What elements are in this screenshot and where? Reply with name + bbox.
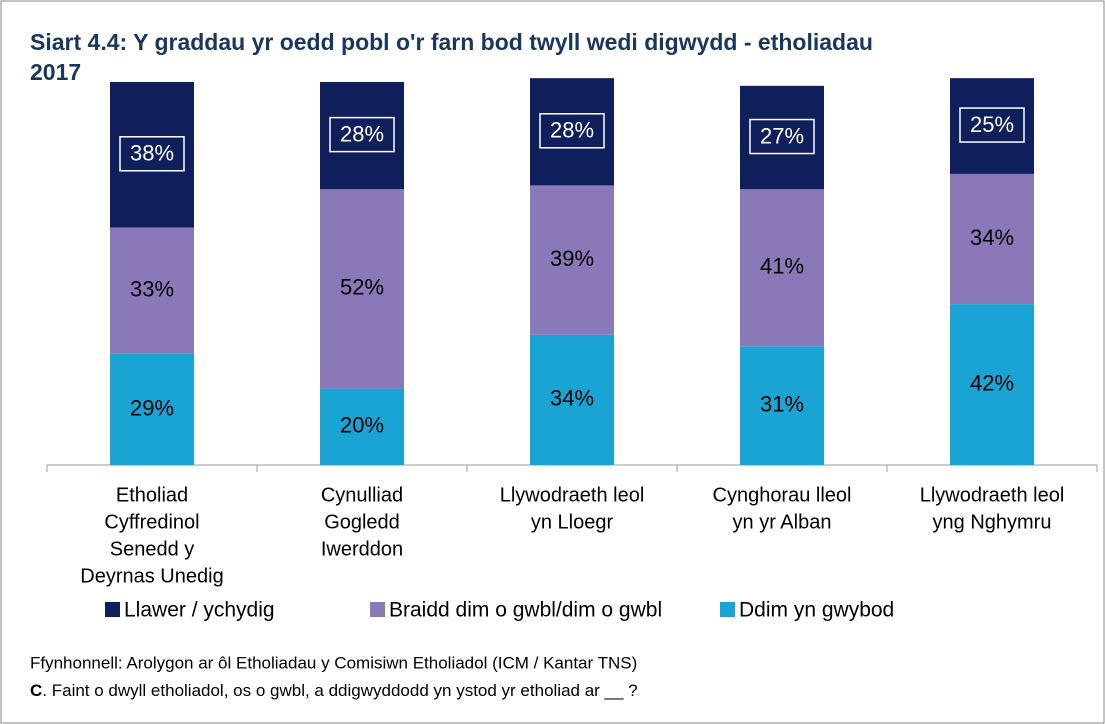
value-label: 29%: [130, 395, 174, 420]
bar-segment: [110, 353, 194, 465]
value-label: 28%: [550, 118, 594, 143]
bar-segment: [530, 334, 614, 465]
value-label: 33%: [130, 277, 174, 302]
value-label: 28%: [340, 121, 384, 146]
bar-segment: [740, 346, 824, 465]
question-label: C: [30, 681, 42, 700]
value-label: 52%: [340, 275, 384, 300]
x-tick-label: Iwerddon: [321, 538, 403, 560]
bar-segment: [110, 82, 194, 228]
chart-title: 2017: [30, 59, 81, 85]
value-label: 42%: [970, 370, 1014, 395]
value-label: 38%: [130, 141, 174, 166]
bar-segment: [110, 227, 194, 354]
value-label: 25%: [970, 112, 1014, 137]
x-tick-label: Llywodraeth leol: [920, 484, 1065, 506]
value-label: 41%: [760, 254, 804, 279]
x-tick-label: yn Lloegr: [531, 511, 614, 533]
bar-segment: [320, 388, 404, 465]
x-tick-label: Cynulliad: [321, 484, 403, 506]
bar-segment: [530, 185, 614, 335]
value-label: 31%: [760, 391, 804, 416]
value-label: 27%: [760, 123, 804, 148]
x-tick-label: Gogledd: [324, 511, 400, 533]
value-label: 34%: [970, 225, 1014, 250]
bar-segment: [320, 82, 404, 190]
legend-swatch: [720, 602, 735, 617]
question-text: . Faint o dwyll etholiadol, os o gwbl, a…: [42, 681, 637, 700]
x-tick-label: Etholiad: [116, 484, 188, 506]
label-box: [539, 113, 605, 149]
label-box: [329, 116, 395, 153]
bar-segment: [530, 78, 614, 186]
question: C. Faint o dwyll etholiadol, os o gwbl, …: [30, 681, 638, 700]
label-box: [119, 136, 185, 172]
label-box: [749, 118, 815, 155]
source: Ffynhonnell: Arolygon ar ôl Etholiadau y…: [30, 653, 637, 672]
x-tick-label: Cynghorau lleol: [713, 484, 852, 506]
legend-label: Braidd dim o gwbl/dim o gwbl: [389, 599, 662, 622]
bar-segment: [740, 189, 824, 347]
bar-segment: [950, 173, 1034, 305]
x-tick-label: Deyrnas Unedig: [80, 565, 223, 587]
bar-segment: [740, 85, 824, 190]
legend-label: Llawer / ychydig: [124, 599, 275, 622]
x-tick-label: yn yr Alban: [733, 511, 832, 533]
x-tick-label: Senedd y: [110, 538, 195, 560]
value-label: 20%: [340, 413, 384, 438]
bar-segment: [320, 189, 404, 389]
legend-swatch: [105, 602, 120, 617]
label-box: [959, 107, 1025, 143]
value-label: 34%: [550, 386, 594, 411]
chart-title: Siart 4.4: Y graddau yr oedd pobl o'r fa…: [30, 29, 873, 55]
bar-segment: [950, 78, 1034, 174]
x-tick-label: Llywodraeth leol: [500, 484, 645, 506]
bar-segment: [950, 304, 1034, 465]
x-tick-label: yng Nghymru: [933, 511, 1052, 533]
legend-label: Ddim yn gwybod: [739, 599, 894, 622]
value-label: 39%: [550, 246, 594, 271]
x-tick-label: Cyffredinol: [104, 511, 199, 533]
legend-swatch: [370, 602, 385, 617]
